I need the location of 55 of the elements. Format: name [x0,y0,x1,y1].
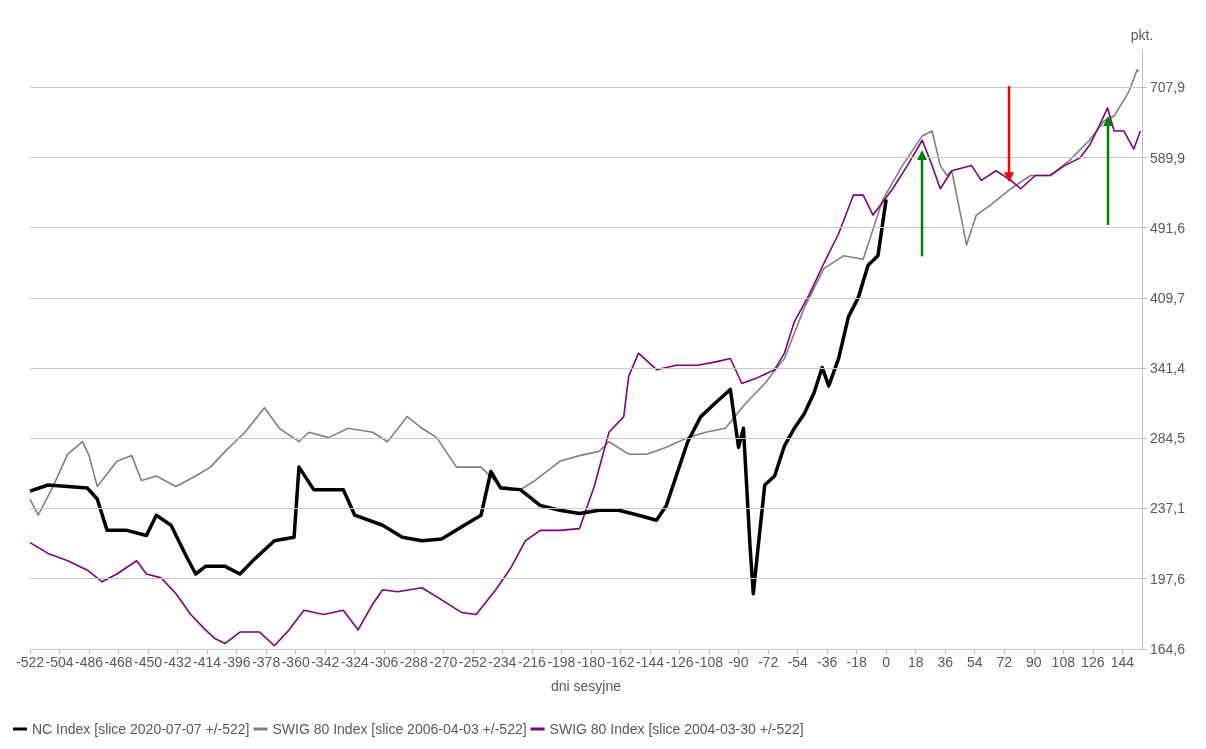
legend-label: SWIG 80 Index [slice 2004-03-30 +/-522] [549,721,804,737]
x-tick-label: 126 [1081,654,1105,670]
y-tick-label: 237,1 [1150,500,1186,517]
line-series [29,107,1142,647]
x-tick-label: 18 [907,654,924,670]
x-tick-label: -216 [517,654,547,670]
x-tick-label: -90 [728,654,749,670]
x-tick-label: -288 [399,654,429,670]
y-tick-label: 341,4 [1150,360,1186,377]
y-tick-label: 197,6 [1150,570,1186,587]
x-tick-label: -36 [816,654,838,670]
y-tick-label: 284,5 [1150,430,1186,447]
x-tick-label: -54 [787,654,808,670]
x-tick-label: -126 [665,654,694,670]
x-tick-label: -522 [15,654,45,670]
x-tick-label: 72 [996,654,1013,670]
x-tick-label: 54 [966,654,983,670]
x-tick-label: -486 [75,654,104,670]
x-tick-label: -396 [222,654,251,670]
x-tick-label: 108 [1051,654,1076,670]
x-tick-label: -468 [104,654,133,670]
x-tick-label: -360 [281,654,310,670]
x-tick-label: 90 [1025,654,1042,670]
y-tick-label: 164,6 [1150,641,1186,657]
x-tick-label: -432 [163,654,192,670]
x-tick-label: -108 [694,654,724,670]
x-tick-label: -162 [606,654,635,670]
x-tick-label: 0 [882,654,891,670]
legend-label: NC Index [slice 2020-07-07 +/-522] [32,721,250,737]
y-axis-title: pkt. [1130,27,1154,43]
x-axis-title: dni sesyjne [550,678,622,694]
x-tick-label: -180 [576,654,606,670]
x-tick-label: -270 [429,654,458,670]
x-tick-label: -18 [846,654,867,670]
y-tick-label: 491,6 [1150,219,1186,236]
y-tick-label: 409,7 [1150,289,1186,306]
x-tick-label: -306 [370,654,399,670]
x-tick-label: -378 [252,654,281,670]
x-tick-label: -72 [757,654,779,670]
x-tick-label: -234 [488,654,517,670]
x-tick-label: -198 [547,654,576,670]
line-series [29,68,1140,516]
x-tick-label: 144 [1110,654,1135,670]
line-series [28,197,888,596]
x-tick-label: -144 [635,654,665,670]
x-tick-label: 36 [937,654,954,670]
x-tick-label: -414 [193,654,222,670]
legend-label: SWIG 80 Index [slice 2006-04-03 +/-522] [272,721,527,737]
x-tick-label: -504 [45,654,74,670]
x-tick-label: -342 [311,654,340,670]
y-tick-label: 707,9 [1150,79,1186,96]
x-tick-label: -252 [458,654,488,670]
x-tick-label: -450 [134,654,163,670]
y-tick-label: 589,9 [1150,149,1186,166]
x-tick-label: -324 [340,654,369,670]
